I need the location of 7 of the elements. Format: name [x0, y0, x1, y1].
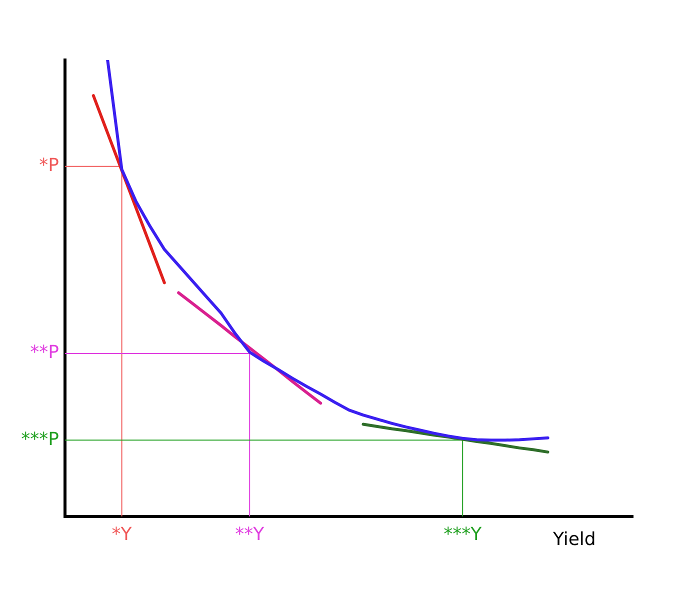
x-tick-label: *Y: [112, 524, 133, 545]
ref-line-label: *P: [39, 155, 60, 176]
x-tick-label: **Y: [235, 524, 266, 545]
ref-line-label: ***P: [21, 428, 60, 450]
ref-line-label: **P: [30, 342, 60, 364]
x-tick-label: ***Y: [444, 524, 483, 545]
x-axis-title: Yield: [552, 529, 596, 550]
